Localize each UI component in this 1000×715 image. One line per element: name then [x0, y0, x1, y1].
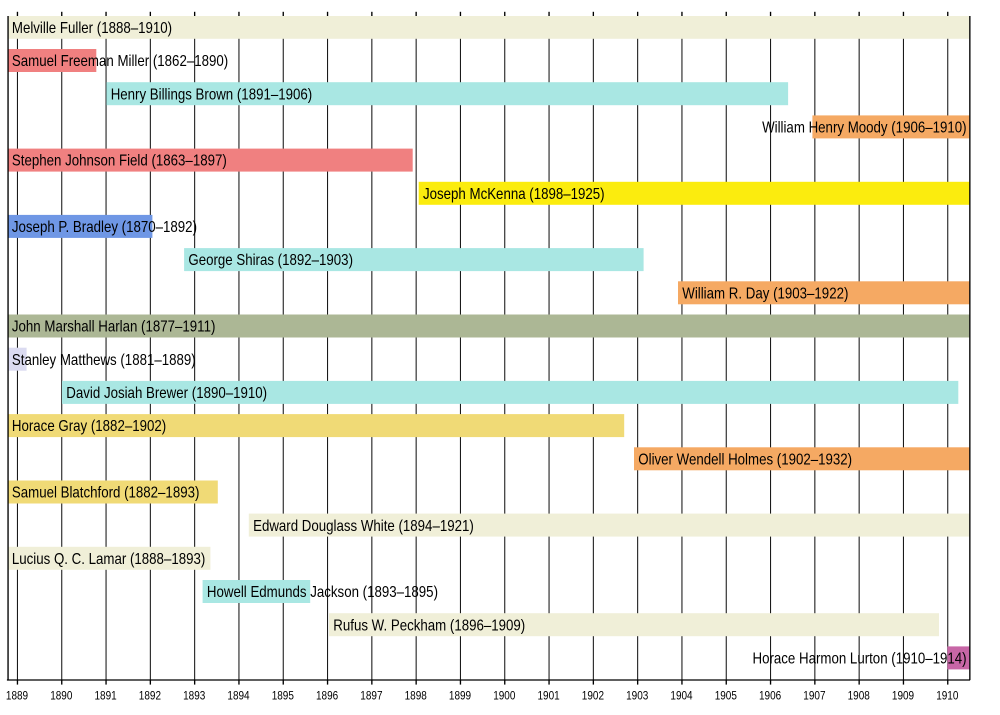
svg-text:1898: 1898	[405, 689, 427, 703]
svg-text:Melville Fuller (1888–1910): Melville Fuller (1888–1910)	[12, 20, 172, 37]
svg-text:Horace Harmon Lurton (1910–191: Horace Harmon Lurton (1910–1914)	[753, 651, 967, 668]
svg-text:1892: 1892	[139, 689, 161, 703]
svg-text:Joseph McKenna (1898–1925): Joseph McKenna (1898–1925)	[423, 186, 605, 203]
svg-text:1908: 1908	[848, 689, 870, 703]
svg-text:1891: 1891	[95, 689, 117, 703]
svg-text:Oliver Wendell Holmes (1902–19: Oliver Wendell Holmes (1902–1932)	[638, 451, 852, 468]
svg-text:1897: 1897	[360, 689, 382, 703]
svg-text:William Henry Moody (1906–1910: William Henry Moody (1906–1910)	[762, 120, 967, 137]
svg-text:Samuel Freeman Miller (1862–18: Samuel Freeman Miller (1862–1890)	[12, 53, 228, 70]
svg-text:1903: 1903	[626, 689, 648, 703]
svg-text:Joseph P. Bradley (1870–1892): Joseph P. Bradley (1870–1892)	[12, 219, 197, 236]
svg-text:David Josiah Brewer (1890–1910: David Josiah Brewer (1890–1910)	[66, 385, 267, 402]
svg-text:Howell Edmunds Jackson (1893–1: Howell Edmunds Jackson (1893–1895)	[207, 584, 438, 601]
svg-text:1904: 1904	[670, 689, 692, 703]
svg-text:George Shiras (1892–1903): George Shiras (1892–1903)	[188, 252, 353, 269]
svg-text:William R. Day (1903–1922): William R. Day (1903–1922)	[682, 285, 848, 302]
svg-text:1905: 1905	[715, 689, 737, 703]
svg-text:Henry Billings Brown (1891–190: Henry Billings Brown (1891–1906)	[111, 86, 313, 103]
svg-text:John Marshall Harlan (1877–191: John Marshall Harlan (1877–1911)	[12, 319, 216, 336]
svg-text:1907: 1907	[803, 689, 825, 703]
svg-text:1895: 1895	[272, 689, 294, 703]
svg-text:1899: 1899	[449, 689, 471, 703]
svg-text:1890: 1890	[50, 689, 72, 703]
svg-text:1900: 1900	[493, 689, 515, 703]
svg-text:Samuel Blatchford (1882–1893): Samuel Blatchford (1882–1893)	[12, 485, 200, 502]
svg-text:1896: 1896	[316, 689, 338, 703]
svg-text:Lucius Q. C. Lamar (1888–1893): Lucius Q. C. Lamar (1888–1893)	[12, 551, 205, 568]
svg-text:Rufus W. Peckham (1896–1909): Rufus W. Peckham (1896–1909)	[333, 617, 525, 634]
svg-text:Stephen Johnson Field (1863–18: Stephen Johnson Field (1863–1897)	[12, 153, 227, 170]
svg-text:Edward Douglass White (1894–19: Edward Douglass White (1894–1921)	[253, 518, 474, 535]
svg-text:1901: 1901	[538, 689, 560, 703]
svg-text:1902: 1902	[582, 689, 604, 703]
svg-text:1909: 1909	[892, 689, 914, 703]
svg-text:Horace Gray (1882–1902): Horace Gray (1882–1902)	[12, 418, 166, 435]
svg-text:Stanley Matthews (1881–1889): Stanley Matthews (1881–1889)	[12, 352, 196, 369]
svg-text:1894: 1894	[227, 689, 249, 703]
svg-text:1889: 1889	[6, 689, 28, 703]
svg-text:1910: 1910	[936, 689, 958, 703]
svg-text:1893: 1893	[183, 689, 205, 703]
svg-text:1906: 1906	[759, 689, 781, 703]
